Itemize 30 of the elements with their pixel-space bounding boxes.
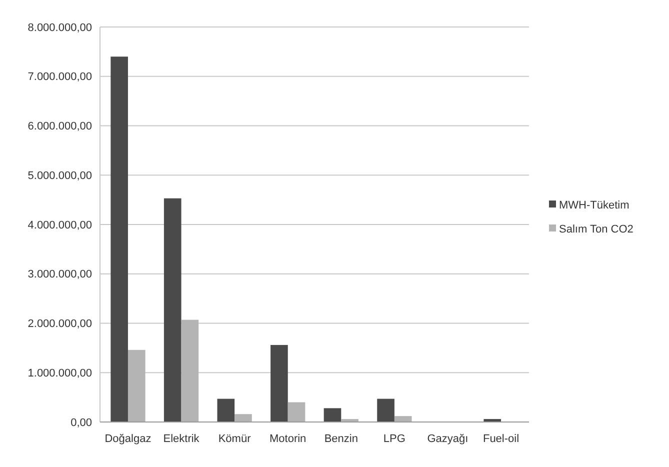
x-tick-label: LPG [383,433,406,445]
bar [110,56,128,422]
bar [217,398,235,422]
bar [270,344,288,422]
bar [394,416,412,422]
y-tick-label: 7.000.000,00 [28,71,92,84]
bar [128,350,146,422]
y-tick-label: 0,00 [70,416,92,429]
legend-label: Salım Ton CO2 [559,223,634,236]
bar [181,320,199,422]
bar [324,408,342,422]
bar [164,198,182,422]
legend-label: MWH-Tüketim [559,199,630,212]
y-tick-label: 3.000.000,00 [28,268,92,281]
bar [288,402,306,422]
y-tick-label: 5.000.000,00 [28,170,92,182]
x-tick-label: Fuel-oil [482,433,520,445]
x-tick-label: Benzin [324,433,358,445]
bar [377,398,394,422]
y-tick-label: 8.000.000,00 [28,22,92,34]
x-tick-label: Gazyağı [427,433,468,445]
bar [234,414,252,422]
y-tick-label: 2.000.000,00 [28,318,92,330]
y-tick-label: 1.000.000,00 [28,367,92,380]
x-tick-label: Elektrik [163,433,200,445]
y-tick-label: 6.000.000,00 [28,120,92,133]
x-tick-label: Kömür [218,433,252,445]
x-tick-label: Motorin [270,433,306,445]
x-tick-label: Doğalgaz [104,433,152,445]
y-tick-label: 4.000.000,00 [28,219,92,232]
